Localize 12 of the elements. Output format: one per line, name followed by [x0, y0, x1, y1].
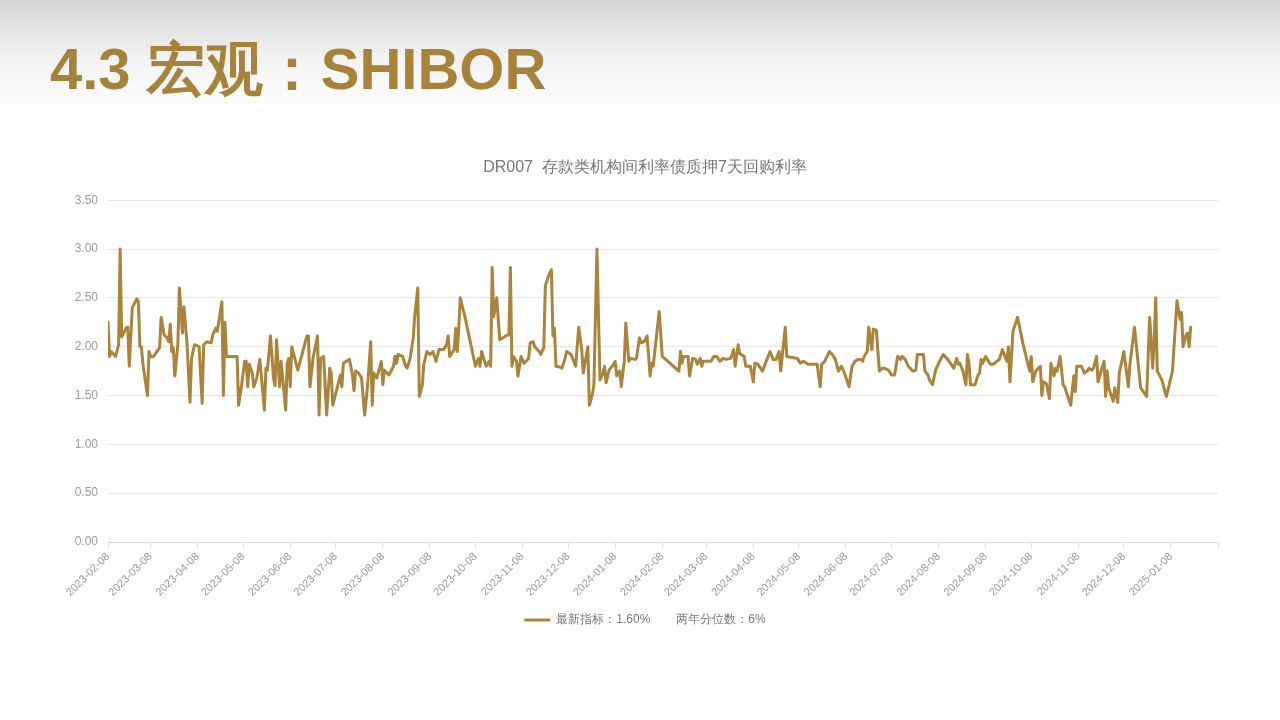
chart-title: 4.3 宏观：SHIBOR: [50, 36, 547, 101]
y-tick-label: 1.00: [74, 436, 99, 451]
y-tick-label: 2.00: [74, 339, 99, 353]
y-tick-label: 3.00: [74, 241, 99, 256]
text: 两年分位数：6%: [676, 612, 767, 627]
y-tick-label: 3.50: [74, 192, 99, 207]
legend-label: 最新指标：1.60%: [556, 612, 651, 627]
y-tick-label: 1.50: [74, 387, 99, 402]
chart-subtitle: DR007 存款类机构间利率债质押7天回购利率: [483, 158, 807, 176]
y-tick-label: 0.00: [74, 534, 99, 549]
y-tick-label: 0.50: [74, 485, 99, 500]
y-tick-label: 2.50: [74, 290, 99, 305]
